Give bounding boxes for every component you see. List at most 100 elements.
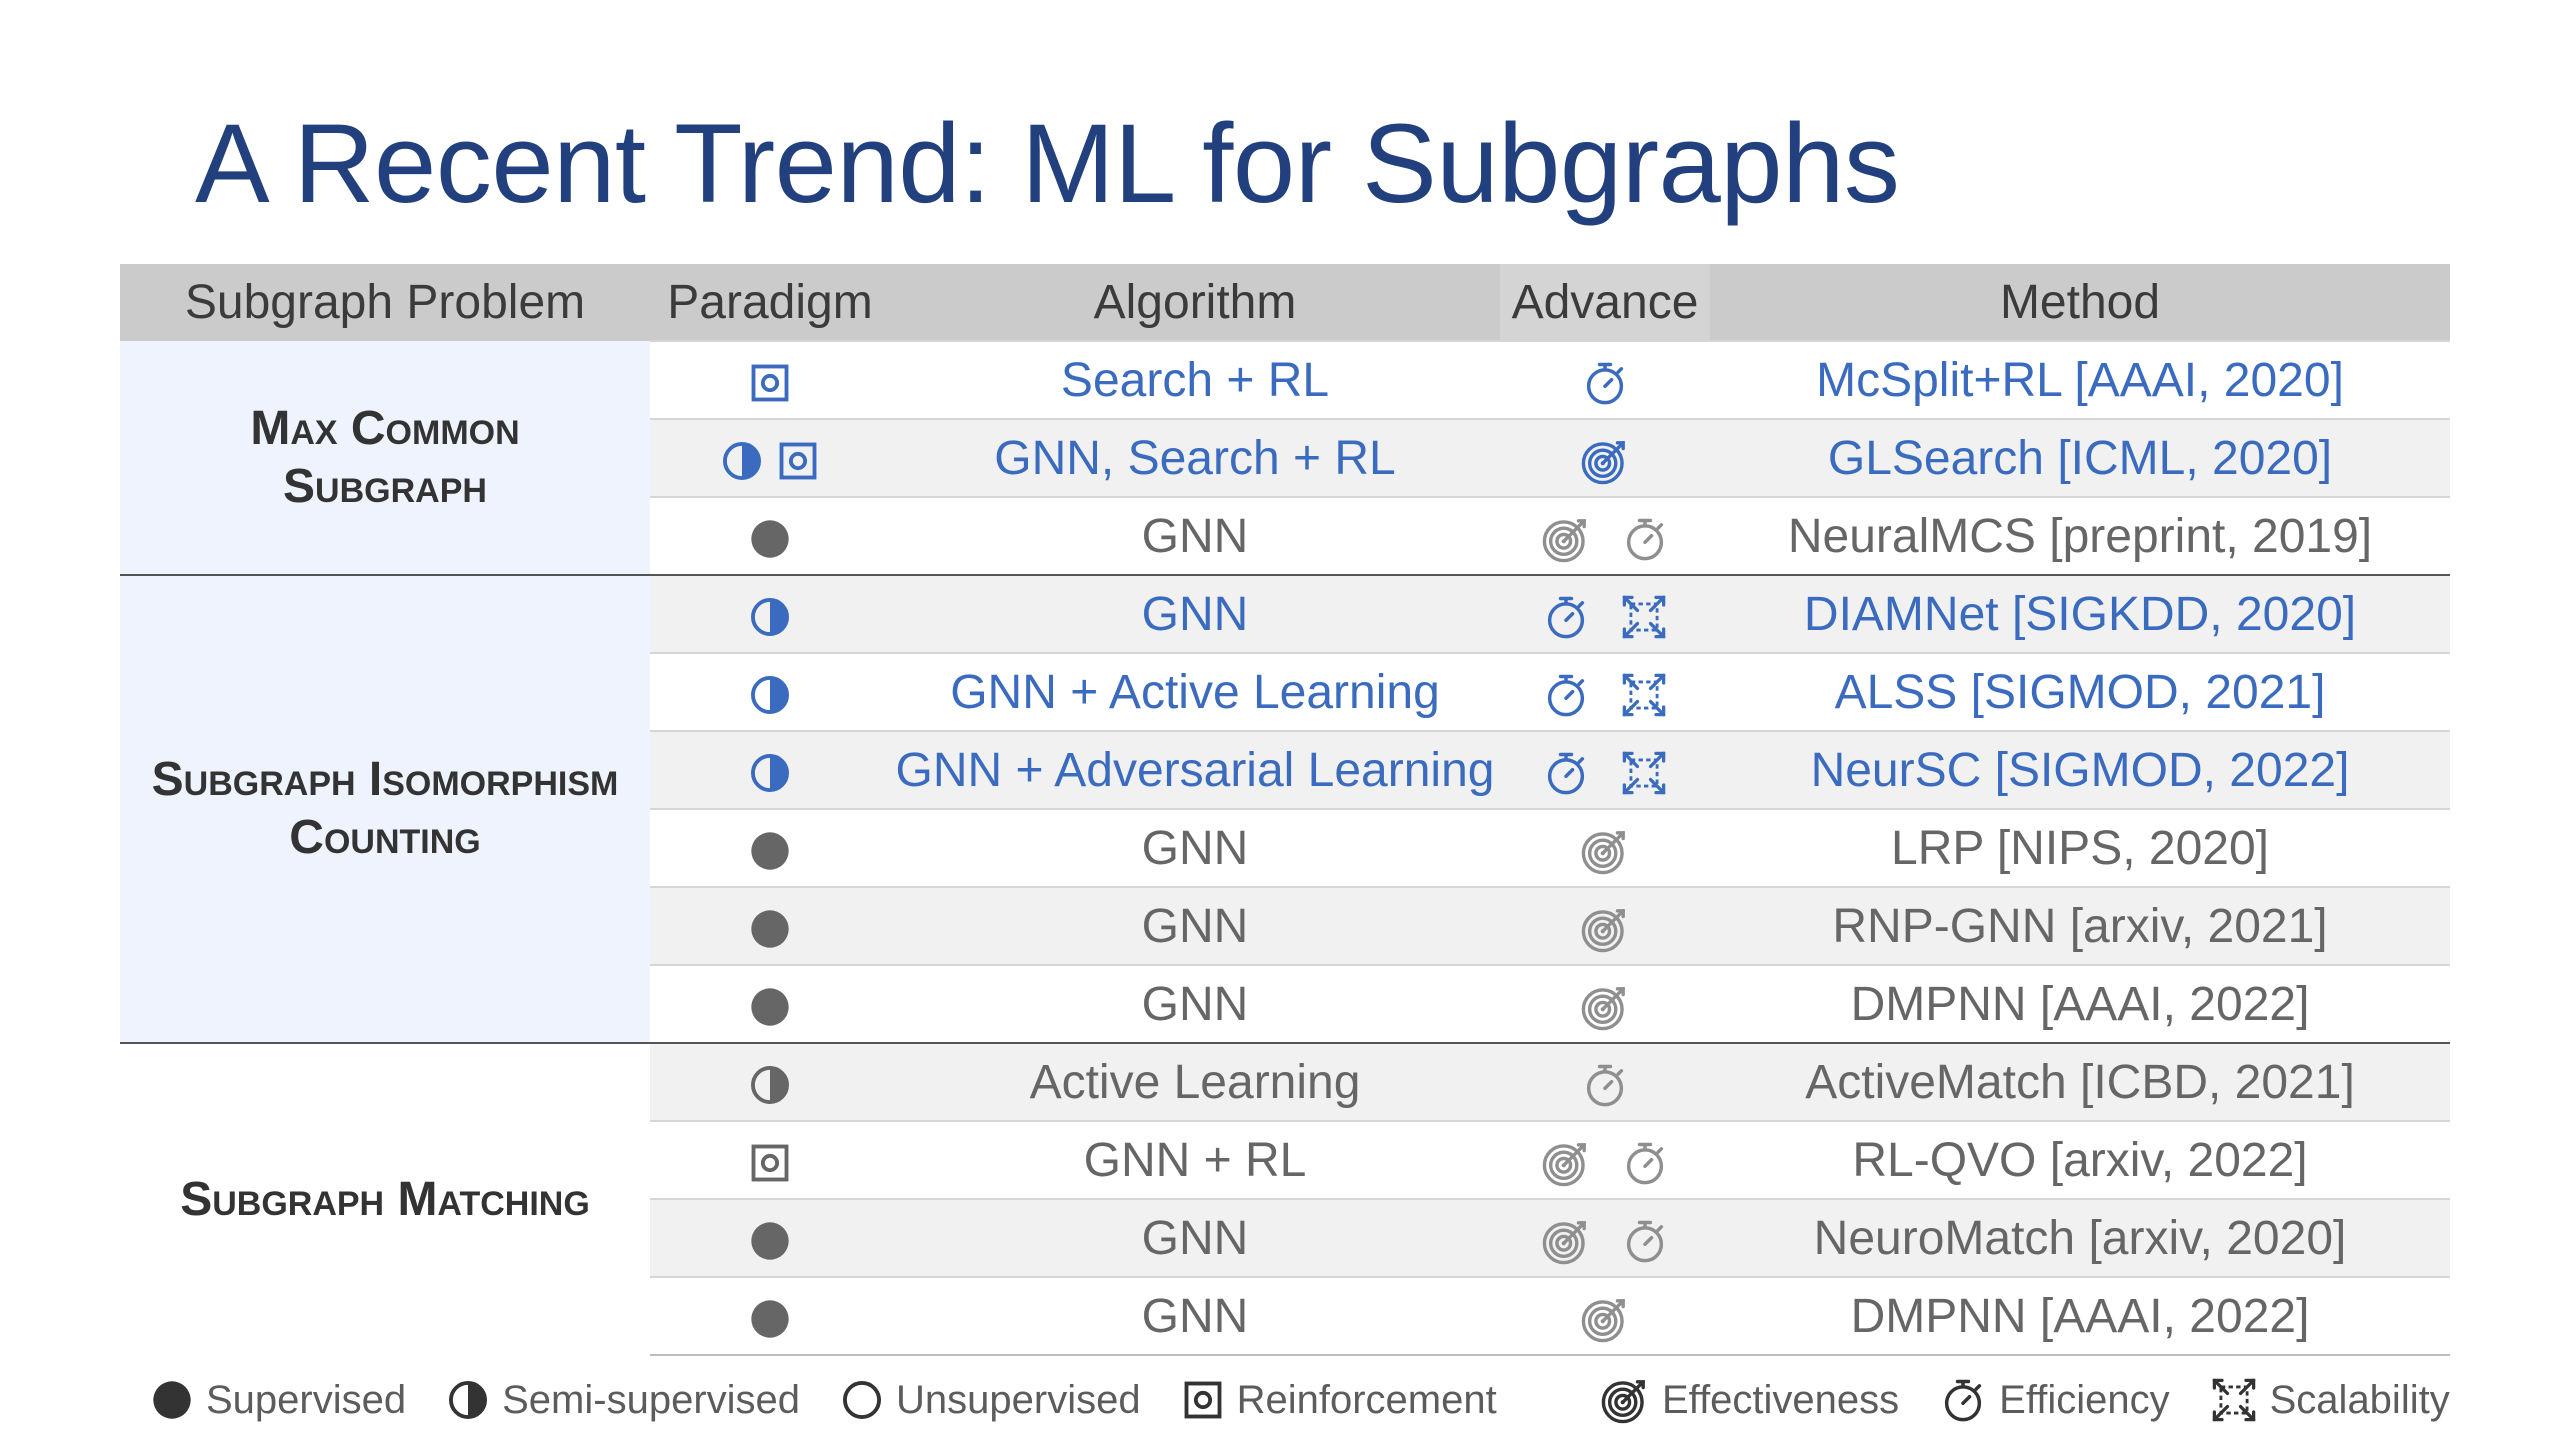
- method-cell: NeuroMatch [arxiv, 2020]: [1710, 1198, 2450, 1277]
- subgraph-problem-label-line2: Subgraph: [283, 459, 487, 513]
- paradigm-cell: [650, 418, 890, 497]
- legend-scalability-label: Scalability: [2269, 1377, 2450, 1422]
- effectiveness-icon: [1600, 1375, 1650, 1425]
- supervised-icon: [150, 1378, 194, 1422]
- subgraph-problem-label: Subgraph Isomorphism: [151, 753, 619, 806]
- semi-supervised-icon: [748, 673, 792, 717]
- advance-legend: Effectiveness Efficiency Scalability: [1600, 1368, 2490, 1432]
- effectiveness-icon: [1541, 1138, 1591, 1188]
- legend-semi-supervised-label: Semi-supervised: [502, 1377, 801, 1422]
- paradigm-cell: [650, 574, 890, 653]
- paradigm-cell: [650, 1042, 890, 1121]
- legend-effectiveness: Effectiveness: [1600, 1375, 1899, 1425]
- supervised-icon: [748, 517, 792, 561]
- legend-semi-supervised: Semi-supervised: [446, 1378, 800, 1423]
- subgraph-problem-cell: Subgraph Matching: [120, 1042, 650, 1355]
- table-row: Subgraph Isomorphism Counting GNN DIAMNet […: [120, 574, 2450, 1043]
- advance-cell: [1500, 496, 1710, 575]
- table-row: GNN + RL RL-QVO [arxiv, 2022]: [120, 1120, 2450, 1199]
- method-cell: DMPNN [AAAI, 2022]: [1710, 964, 2450, 1043]
- advance-cell: [1500, 1276, 1710, 1356]
- advance-cell: [1500, 730, 1710, 809]
- algorithm-cell: Search + RL: [890, 340, 1500, 419]
- scalability-icon: [2210, 1376, 2258, 1424]
- header-advance: Advance: [1500, 264, 1710, 341]
- advance-cell: [1500, 964, 1710, 1043]
- effectiveness-icon: [1580, 982, 1630, 1032]
- advance-cell: [1500, 1198, 1710, 1277]
- algorithm-cell: Active Learning: [890, 1042, 1500, 1121]
- paradigm-cell: [650, 1276, 890, 1356]
- algorithm-cell: GNN, Search + RL: [890, 418, 1500, 497]
- method-cell: ALSS [SIGMOD, 2021]: [1710, 652, 2450, 731]
- legend-unsupervised: Unsupervised: [840, 1378, 1141, 1423]
- paradigm-cell: [650, 730, 890, 809]
- method-cell: NeurSC [SIGMOD, 2022]: [1710, 730, 2450, 809]
- efficiency-icon: [1621, 515, 1669, 563]
- table-row: GNN + Active Learning ALSS [SIGMOD, 2021]: [120, 652, 2450, 731]
- subgraph-table-container: Subgraph Problem Paradigm Algorithm Adva…: [120, 264, 2450, 1356]
- method-cell: GLSearch [ICML, 2020]: [1710, 418, 2450, 497]
- supervised-icon: [748, 829, 792, 873]
- header-method: Method: [1710, 264, 2450, 341]
- method-cell: LRP [NIPS, 2020]: [1710, 808, 2450, 887]
- paradigm-cell: [650, 496, 890, 575]
- algorithm-cell: GNN: [890, 574, 1500, 653]
- supervised-icon: [748, 1219, 792, 1263]
- algorithm-cell: GNN: [890, 1198, 1500, 1277]
- advance-cell: [1500, 574, 1710, 653]
- header-algorithm: Algorithm: [890, 264, 1500, 341]
- table-row: GNN DMPNN [AAAI, 2022]: [120, 964, 2450, 1043]
- reinforcement-icon: [748, 1141, 792, 1185]
- effectiveness-icon: [1580, 826, 1630, 876]
- header-paradigm: Paradigm: [650, 264, 890, 341]
- subgraph-problem-label-line2: Counting: [289, 811, 481, 864]
- paradigm-cell: [650, 886, 890, 965]
- subgraph-problem-label: Subgraph Matching: [180, 1172, 590, 1226]
- table-row: GNN NeuralMCS [preprint, 2019]: [120, 496, 2450, 575]
- legend-reinforcement-label: Reinforcement: [1236, 1377, 1497, 1422]
- paradigm-cell: [650, 340, 890, 419]
- table-header-row: Subgraph Problem Paradigm Algorithm Adva…: [120, 264, 2450, 341]
- method-cell: RL-QVO [arxiv, 2022]: [1710, 1120, 2450, 1199]
- efficiency-icon: [1621, 1139, 1669, 1187]
- algorithm-cell: GNN: [890, 496, 1500, 575]
- reinforcement-icon: [1181, 1378, 1225, 1422]
- effectiveness-icon: [1541, 1216, 1591, 1266]
- efficiency-icon: [1542, 593, 1590, 641]
- algorithm-cell: GNN + RL: [890, 1120, 1500, 1199]
- table-row: Subgraph Matching Active Learning ActiveMa…: [120, 1042, 2450, 1355]
- scalability-icon: [1620, 593, 1668, 641]
- paradigm-cell: [650, 1120, 890, 1199]
- subgraph-methods-table: Subgraph Problem Paradigm Algorithm Adva…: [120, 264, 2450, 1356]
- legend-efficiency: Efficiency: [1939, 1376, 2170, 1424]
- subgraph-problem-cell: Subgraph Isomorphism Counting: [120, 574, 650, 1043]
- page-title: A Recent Trend: ML for Subgraphs: [195, 101, 1900, 226]
- legend-efficiency-label: Efficiency: [1999, 1377, 2170, 1422]
- header-subgraph-problem: Subgraph Problem: [120, 264, 650, 341]
- paradigm-legend: Supervised Semi-supervised Unsupervised …: [150, 1368, 1537, 1432]
- method-cell: McSplit+RL [AAAI, 2020]: [1710, 340, 2450, 419]
- algorithm-cell: GNN: [890, 964, 1500, 1043]
- efficiency-icon: [1621, 1217, 1669, 1265]
- legend-unsupervised-label: Unsupervised: [896, 1377, 1141, 1422]
- effectiveness-icon: [1541, 514, 1591, 564]
- method-cell: ActiveMatch [ICBD, 2021]: [1710, 1042, 2450, 1121]
- effectiveness-icon: [1580, 904, 1630, 954]
- effectiveness-icon: [1580, 1294, 1630, 1344]
- efficiency-icon: [1542, 671, 1590, 719]
- legend-effectiveness-label: Effectiveness: [1662, 1377, 1900, 1422]
- unsupervised-icon: [840, 1378, 884, 1422]
- advance-cell: [1500, 1042, 1710, 1121]
- legend-reinforcement: Reinforcement: [1181, 1378, 1497, 1423]
- table-row: GNN DMPNN [AAAI, 2022]: [120, 1276, 2450, 1356]
- method-cell: RNP-GNN [arxiv, 2021]: [1710, 886, 2450, 965]
- paradigm-cell: [650, 808, 890, 887]
- algorithm-cell: GNN + Active Learning: [890, 652, 1500, 731]
- efficiency-icon: [1581, 359, 1629, 407]
- advance-cell: [1500, 1120, 1710, 1199]
- algorithm-cell: GNN: [890, 808, 1500, 887]
- semi-supervised-icon: [446, 1378, 490, 1422]
- paradigm-cell: [650, 964, 890, 1043]
- legend-supervised-label: Supervised: [206, 1377, 407, 1422]
